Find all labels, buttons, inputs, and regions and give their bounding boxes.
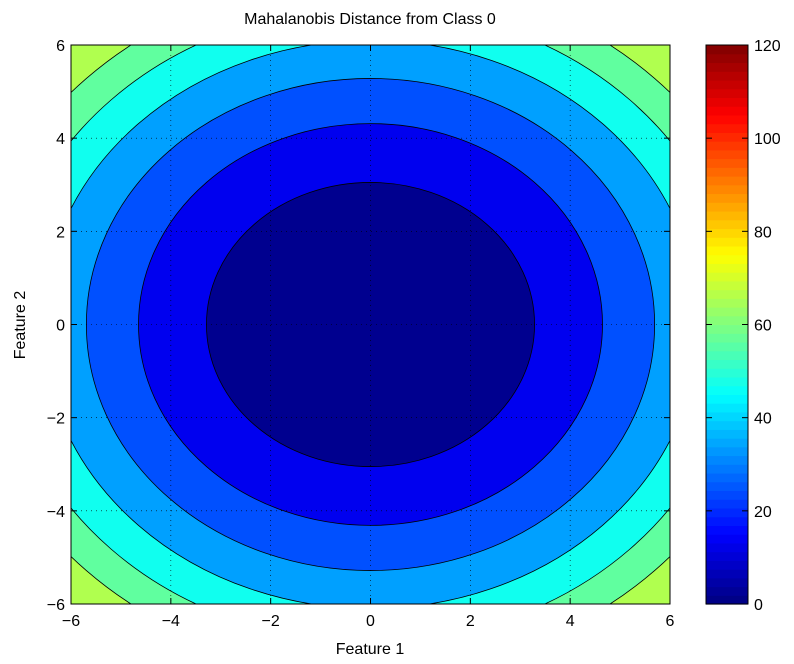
colorbar-band [706,438,748,448]
colorbar-band [706,176,748,186]
colorbar-band [706,71,748,81]
colorbar-band [706,385,748,395]
colorbar-band [706,472,748,483]
colorbar-band [706,464,748,474]
colorbar-tick-label: 80 [754,224,772,241]
y-tick-label: −6 [47,597,65,614]
colorbar-band [706,202,748,212]
colorbar-tick-label: 0 [754,597,763,614]
x-tick-label: −4 [162,613,180,630]
y-tick-label: 2 [56,224,65,241]
colorbar-band [706,315,748,326]
contour-regions [71,45,670,604]
x-axis-ticks: −6 −4 −2 0 2 4 6 [62,45,675,630]
colorbar-band [706,376,748,387]
colorbar-band [706,97,748,107]
y-tick-label: 0 [56,318,65,335]
colorbar-band [706,123,748,133]
colorbar-band [706,577,748,588]
colorbar-band [706,359,748,369]
colorbar-band [706,420,748,430]
colorbar-band [706,184,748,195]
colorbar-band [706,333,748,343]
y-tick-label: −4 [47,504,65,521]
colorbar-tick-label: 40 [754,411,772,428]
x-tick-label: 6 [666,613,675,630]
colorbar-band [706,368,748,378]
colorbar: 0 20 40 60 80 100 120 [705,38,781,614]
colorbar-band [706,394,748,404]
colorbar-band [706,254,748,264]
colorbar-gradient [706,45,748,605]
colorbar-band [706,324,748,334]
colorbar-band [706,237,748,247]
colorbar-band [706,272,748,282]
colorbar-band [706,490,748,500]
x-tick-label: −6 [62,613,80,630]
colorbar-band [706,45,748,55]
colorbar-band [706,446,748,457]
chart-title: Mahalanobis Distance from Class 0 [244,11,496,28]
x-axis-label: Feature 1 [336,641,405,658]
colorbar-band [706,79,748,90]
colorbar-tick-label: 120 [754,38,781,55]
colorbar-band [706,542,748,553]
colorbar-band [706,350,748,361]
colorbar-band [706,245,748,256]
colorbar-tick-label: 100 [754,131,781,148]
colorbar-band [706,210,748,221]
colorbar-band [706,307,748,317]
colorbar-band [706,228,748,238]
x-tick-label: 2 [466,613,475,630]
colorbar-ticks: 0 20 40 60 80 100 120 [706,38,781,614]
colorbar-band [706,106,748,116]
plot-area: −6 −4 −2 0 2 4 6 −6 −4 −2 0 2 4 6 [47,38,675,630]
colorbar-band [706,429,748,439]
colorbar-band [706,569,748,579]
colorbar-band [706,132,748,142]
x-tick-label: −2 [262,613,280,630]
colorbar-band [706,114,748,125]
colorbar-band [706,158,748,168]
colorbar-band [706,193,748,203]
colorbar-band [706,219,748,230]
colorbar-band [706,88,748,99]
colorbar-band [706,534,748,544]
colorbar-band [706,53,748,64]
colorbar-band [706,263,748,273]
colorbar-band [706,560,748,570]
y-axis-ticks: −6 −4 −2 0 2 4 6 [47,38,670,614]
y-tick-label: 4 [56,131,65,148]
y-tick-label: 6 [56,38,65,55]
colorbar-band [706,341,748,352]
colorbar-tick-label: 60 [754,318,772,335]
colorbar-band [706,149,748,160]
colorbar-tick-label: 20 [754,504,772,521]
colorbar-band [706,481,748,492]
colorbar-band [706,298,748,308]
colorbar-band [706,289,748,299]
colorbar-band [706,586,748,596]
colorbar-band [706,280,748,291]
colorbar-band [706,525,748,535]
colorbar-band [706,499,748,509]
colorbar-band [706,167,748,177]
x-tick-label: 0 [366,613,375,630]
colorbar-band [706,507,748,518]
colorbar-band [706,516,748,526]
colorbar-band [706,403,748,413]
grid-lines [71,45,670,604]
colorbar-band [706,411,748,422]
y-tick-label: −2 [47,411,65,428]
colorbar-band [706,62,748,72]
colorbar-band [706,141,748,151]
colorbar-band [706,595,748,605]
colorbar-band [706,551,748,561]
y-axis-label: Feature 2 [12,291,29,360]
x-tick-label: 4 [566,613,575,630]
colorbar-band [706,455,748,465]
